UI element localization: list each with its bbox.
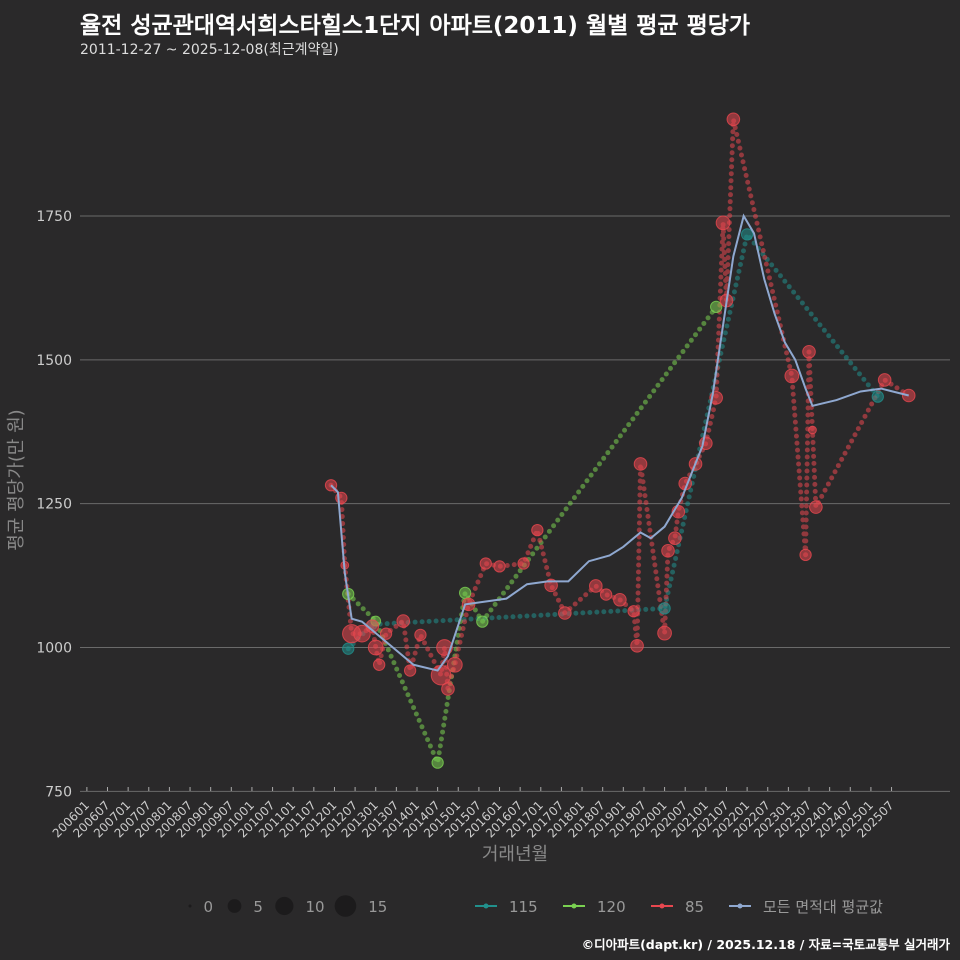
- legend-key-dot: [483, 903, 489, 909]
- series-85-point: [657, 625, 672, 641]
- series-85-point: [633, 457, 648, 471]
- series-120-point: [710, 300, 723, 314]
- chart-subtitle: 2011-12-27 ~ 2025-12-08(최근계약일): [80, 42, 339, 58]
- size-legend-label: 10: [305, 898, 324, 916]
- series-85-point: [531, 523, 544, 537]
- series-115-point: [658, 602, 671, 615]
- series-85-point: [379, 627, 393, 640]
- series-85-point: [668, 531, 682, 545]
- series-85-point: [726, 112, 741, 127]
- legend-key-dot: [571, 903, 577, 909]
- y-tick-label: 750: [45, 784, 72, 800]
- series-85-point: [599, 588, 613, 601]
- series-85-point: [373, 658, 386, 671]
- series-85-point: [353, 624, 371, 643]
- size-legend-label: 5: [253, 898, 263, 916]
- legend-label: 모든 면적대 평균값: [763, 898, 883, 916]
- legend-label: 120: [597, 898, 626, 916]
- y-tick-label: 1750: [36, 209, 72, 225]
- series-85-point: [613, 592, 627, 607]
- legend-key-dot: [737, 903, 743, 909]
- series-120-point: [476, 615, 489, 628]
- size-legend-circle: [227, 899, 242, 913]
- series-85-point: [589, 579, 603, 593]
- y-axis-title: 평균 평당가(만 원): [6, 409, 27, 550]
- size-legend-circle: [275, 896, 294, 916]
- size-legend-circle: [188, 904, 192, 908]
- size-legend-label: 15: [368, 898, 387, 916]
- y-tick-label: 1250: [36, 497, 72, 513]
- chart-title: 율전 성균관대역서희스타힐스1단지 아파트(2011) 월별 평균 평당가: [80, 13, 751, 39]
- series-85-point: [799, 548, 812, 562]
- series-85-point: [414, 628, 427, 642]
- series-85-point: [436, 639, 453, 656]
- series-85-point: [479, 557, 492, 570]
- series-120-interpolation: [345, 304, 719, 772]
- x-axis-title: 거래년월: [482, 844, 548, 865]
- series-115-point: [871, 390, 884, 403]
- size-legend-label: 0: [204, 898, 214, 916]
- series-85-point: [403, 664, 417, 677]
- series-85-point: [627, 605, 640, 618]
- series-85-point: [808, 425, 817, 435]
- series-120-point: [458, 586, 472, 600]
- footer-credit: ©디아파트(dapt.kr) / 2025.12.18 / 자료=국토교통부 실…: [581, 937, 950, 952]
- series-85-point: [630, 638, 644, 653]
- y-tick-label: 1500: [36, 353, 72, 369]
- series-115-point: [342, 642, 355, 655]
- average-line: [330, 213, 909, 672]
- series-115-point: [740, 228, 754, 241]
- series-85-point: [784, 368, 800, 384]
- series-85-point: [877, 373, 892, 387]
- series-85-point: [367, 639, 384, 656]
- series-85-point: [802, 344, 816, 359]
- size-legend-circle: [334, 895, 357, 917]
- series-85-point: [517, 557, 530, 570]
- series-85-point: [558, 606, 572, 620]
- series-85-point: [396, 614, 411, 628]
- legend-label: 115: [509, 898, 538, 916]
- series-85-point: [493, 560, 506, 573]
- series-85-point: [441, 682, 455, 696]
- series-85-point: [661, 544, 675, 558]
- series-120-point: [431, 756, 444, 769]
- series-85-point: [715, 215, 731, 231]
- series-85-point: [446, 656, 463, 673]
- series-85-point: [809, 500, 823, 514]
- legend-label: 85: [685, 898, 704, 916]
- legend-key-dot: [659, 903, 665, 909]
- y-tick-label: 1000: [36, 641, 72, 657]
